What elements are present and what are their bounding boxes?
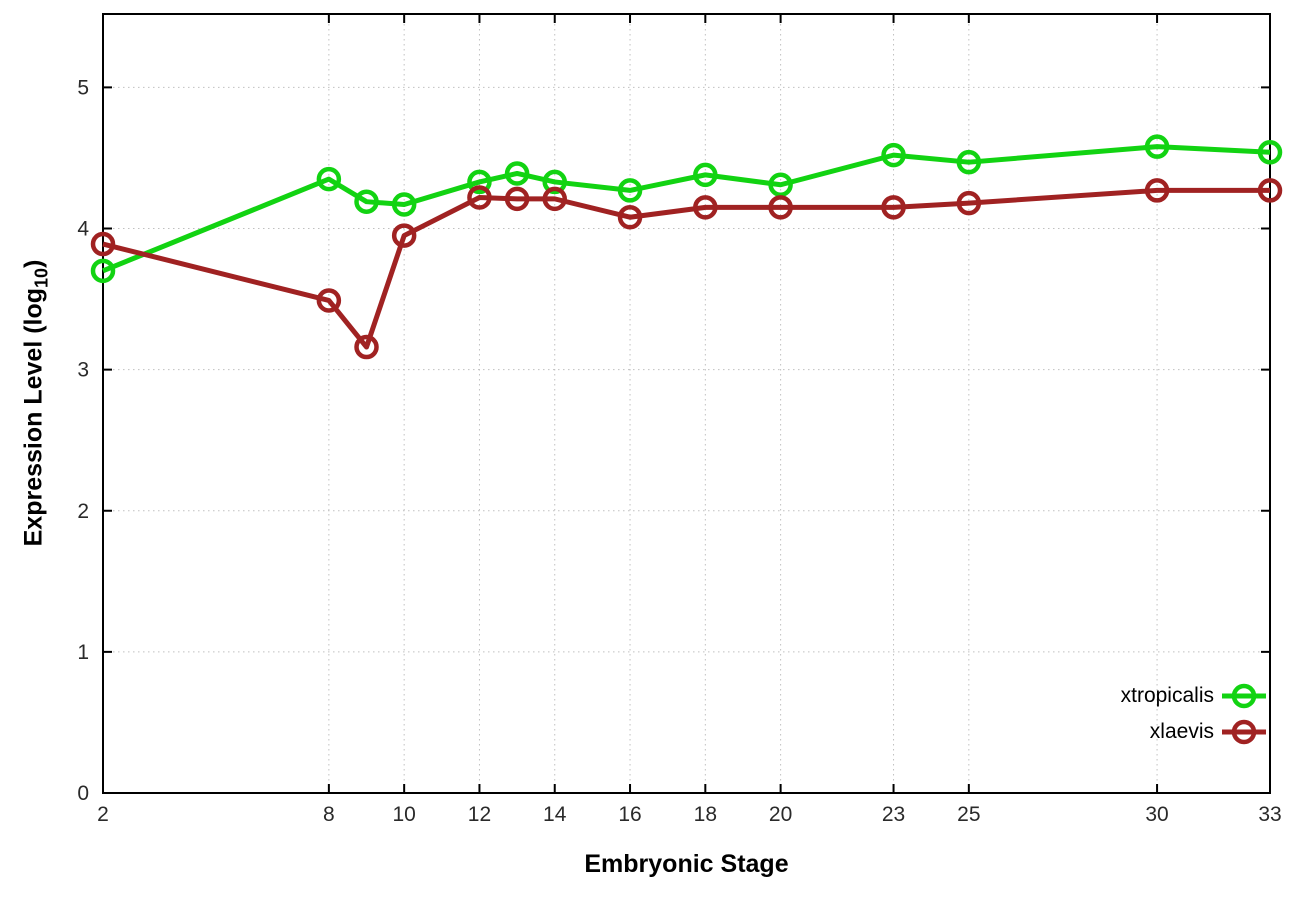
marker-xtropicalis-stage-23 [881,142,906,168]
marker-xlaevis-stage-30 [1144,178,1170,203]
legend-label-xlaevis: xlaevis [1149,720,1214,743]
marker-xlaevis-stage-10 [391,223,417,248]
marker-xlaevis-stage-9 [354,334,379,360]
y-tick-label-1: 1 [77,641,89,664]
marker-xlaevis-stage-13 [504,186,530,212]
marker-xlaevis-stage-18 [693,195,718,220]
y-tick-label-3: 3 [77,359,89,382]
marker-xlaevis-stage-23 [881,195,906,220]
marker-xlaevis-stage-12 [467,185,492,210]
x-tick-label-10: 10 [392,803,415,826]
marker-xlaevis-stage-25 [956,190,982,216]
y-tick-label-0: 0 [77,782,89,805]
marker-xlaevis-stage-33 [1257,178,1283,203]
marker-xlaevis-stage-14 [542,186,567,212]
marker-xtropicalis-stage-2 [90,258,116,284]
x-tick-label-25: 25 [957,803,980,826]
y-axis-title: Expression Level (log10) [20,260,53,547]
marker-xtropicalis-stage-25 [956,149,982,175]
legend-marker-xtropicalis-icon [1222,683,1266,709]
x-tick-label-18: 18 [694,803,717,826]
plot-border [102,13,1271,794]
x-tick-label-8: 8 [323,803,335,826]
y-axis-title-close: ) [19,259,48,268]
marker-xtropicalis-stage-14 [542,169,567,195]
marker-xlaevis-stage-2 [90,231,116,257]
marker-xtropicalis-stage-30 [1144,134,1170,159]
legend-item-xlaevis: xlaevis [1121,716,1268,748]
x-tick-label-14: 14 [543,803,567,826]
x-tick-label-12: 12 [468,803,491,826]
marker-xtropicalis-stage-33 [1257,140,1283,165]
marker-xlaevis-stage-20 [768,195,793,220]
x-tick-label-33: 33 [1258,803,1281,826]
x-tick-label-20: 20 [769,803,792,826]
legend-item-xtropicalis: xtropicalis [1121,680,1268,712]
marker-xtropicalis-stage-8 [316,166,342,192]
x-tick-label-16: 16 [618,803,641,826]
marker-xtropicalis-stage-20 [768,172,793,198]
y-tick-label-4: 4 [77,218,89,241]
x-tick-label-23: 23 [882,803,905,826]
legend-label-xtropicalis: xtropicalis [1120,684,1214,707]
marker-xtropicalis-stage-18 [693,162,718,188]
legend-marker-xlaevis-icon [1222,719,1266,745]
x-axis-title-text: Embryonic Stage [584,850,789,878]
series-line-xtropicalis [102,144,1271,274]
marker-xlaevis-stage-8 [316,288,342,313]
y-tick-label-5: 5 [77,76,89,99]
marker-xlaevis-stage-16 [617,204,643,230]
marker-xtropicalis-stage-16 [617,178,643,203]
marker-xtropicalis-stage-12 [467,169,492,195]
series-line-xlaevis [102,187,1270,350]
x-tick-label-30: 30 [1145,803,1168,826]
y-axis-title-subscript: 10 [31,267,52,288]
marker-xtropicalis-stage-10 [391,192,417,217]
x-tick-label-2: 2 [97,803,109,826]
marker-xtropicalis-stage-9 [354,189,379,214]
y-tick-label-2: 2 [77,500,89,523]
x-axis-title: Embryonic Stage [103,850,1270,879]
y-axis-title-text: Expression Level (log [19,287,48,547]
legend: xtropicalis xlaevis [1121,680,1268,748]
marker-xtropicalis-stage-13 [504,161,530,186]
